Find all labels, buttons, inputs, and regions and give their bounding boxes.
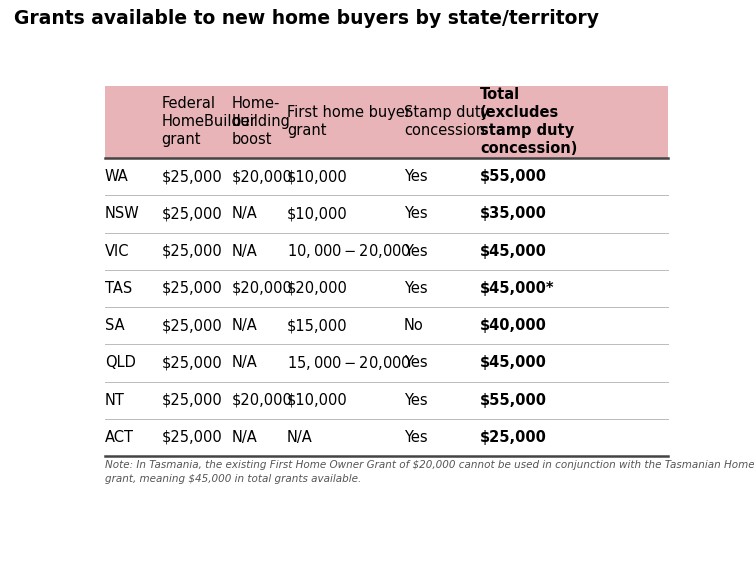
Text: $35,000: $35,000 — [480, 207, 547, 221]
Text: N/A: N/A — [231, 244, 257, 259]
Text: $25,000: $25,000 — [161, 356, 222, 370]
Text: QLD: QLD — [105, 356, 136, 370]
Text: Stamp duty
concession: Stamp duty concession — [404, 105, 489, 138]
Text: NSW: NSW — [105, 207, 139, 221]
Text: $25,000: $25,000 — [161, 169, 222, 184]
Text: $20,000: $20,000 — [231, 393, 293, 407]
Text: Note: In Tasmania, the existing First Home Owner Grant of $20,000 cannot be used: Note: In Tasmania, the existing First Ho… — [105, 460, 754, 484]
Text: ACT: ACT — [105, 430, 133, 445]
Text: $40,000: $40,000 — [480, 318, 547, 333]
Text: Total
(excludes
stamp duty
concession): Total (excludes stamp duty concession) — [480, 88, 578, 156]
Text: Yes: Yes — [404, 244, 428, 259]
Text: $20,000: $20,000 — [287, 281, 348, 296]
Text: $10,000: $10,000 — [287, 207, 348, 221]
Text: $25,000: $25,000 — [161, 207, 222, 221]
Text: TAS: TAS — [105, 281, 132, 296]
Text: $25,000: $25,000 — [161, 244, 222, 259]
Text: VIC: VIC — [105, 244, 129, 259]
Text: $45,000: $45,000 — [480, 356, 547, 370]
Text: $10,000: $10,000 — [287, 393, 348, 407]
Text: Yes: Yes — [404, 393, 428, 407]
Text: WA: WA — [105, 169, 128, 184]
Text: N/A: N/A — [231, 356, 257, 370]
Text: SA: SA — [105, 318, 124, 333]
Text: $55,000: $55,000 — [480, 169, 547, 184]
Text: Yes: Yes — [404, 207, 428, 221]
Text: $10,000-$20,000: $10,000-$20,000 — [287, 242, 411, 260]
Text: N/A: N/A — [231, 318, 257, 333]
Text: $25,000: $25,000 — [161, 318, 222, 333]
Text: NT: NT — [105, 393, 124, 407]
Text: Grants available to new home buyers by state/territory: Grants available to new home buyers by s… — [14, 9, 599, 27]
Text: $20,000: $20,000 — [231, 281, 293, 296]
Text: $25,000: $25,000 — [161, 393, 222, 407]
Text: N/A: N/A — [231, 207, 257, 221]
Text: Home-
building
boost: Home- building boost — [231, 97, 290, 147]
Text: $25,000: $25,000 — [480, 430, 547, 445]
Text: Federal
HomeBuilder
grant: Federal HomeBuilder grant — [161, 97, 256, 147]
Text: Yes: Yes — [404, 169, 428, 184]
Text: N/A: N/A — [231, 430, 257, 445]
Text: $45,000*: $45,000* — [480, 281, 554, 296]
Text: $10,000: $10,000 — [287, 169, 348, 184]
Text: $45,000: $45,000 — [480, 244, 547, 259]
Text: $25,000: $25,000 — [161, 430, 222, 445]
Text: N/A: N/A — [287, 430, 313, 445]
Text: $20,000: $20,000 — [231, 169, 293, 184]
Text: $55,000: $55,000 — [480, 393, 547, 407]
Text: No: No — [404, 318, 424, 333]
Text: $15,000-$20,000: $15,000-$20,000 — [287, 354, 411, 372]
Text: Yes: Yes — [404, 430, 428, 445]
Text: Yes: Yes — [404, 356, 428, 370]
Text: $25,000: $25,000 — [161, 281, 222, 296]
Text: $15,000: $15,000 — [287, 318, 348, 333]
Bar — [105, 86, 668, 158]
Text: First home buyer
grant: First home buyer grant — [287, 105, 411, 138]
Text: Yes: Yes — [404, 281, 428, 296]
